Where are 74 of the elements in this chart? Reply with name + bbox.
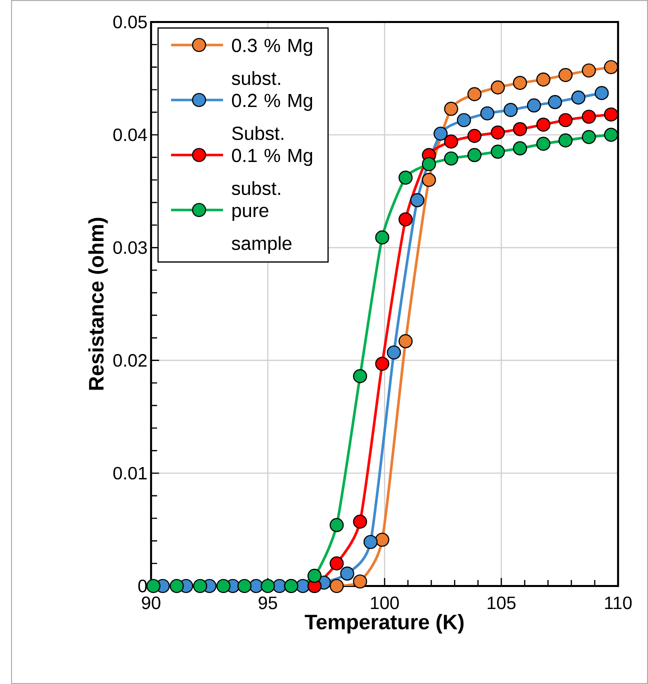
point bbox=[352, 574, 368, 589]
point bbox=[480, 106, 494, 120]
point bbox=[237, 578, 252, 594]
point bbox=[363, 534, 378, 550]
point bbox=[170, 578, 184, 594]
x-tick-label: 90 bbox=[142, 596, 160, 610]
point bbox=[398, 170, 413, 185]
point bbox=[490, 80, 505, 94]
legend-label: 0.2 % Mg Subst. bbox=[232, 94, 312, 140]
point bbox=[548, 95, 562, 110]
point bbox=[536, 118, 550, 132]
point bbox=[512, 141, 528, 156]
point bbox=[307, 568, 322, 583]
point bbox=[422, 157, 436, 172]
point bbox=[490, 125, 505, 140]
x-tick-label: 110 bbox=[605, 596, 632, 610]
point bbox=[352, 514, 368, 529]
legend-label: 0.3 % Mg subst. bbox=[232, 38, 312, 86]
point bbox=[594, 86, 609, 100]
point bbox=[260, 578, 275, 594]
point bbox=[526, 98, 542, 113]
point bbox=[330, 578, 344, 594]
y-tick-label: 0.01 bbox=[113, 466, 147, 480]
point bbox=[582, 110, 596, 124]
x-axis-title: Temperature (K) bbox=[304, 614, 464, 634]
point bbox=[146, 578, 160, 594]
point bbox=[216, 578, 230, 594]
point bbox=[604, 107, 618, 122]
point bbox=[375, 532, 390, 547]
legend-label: pure sample bbox=[232, 206, 292, 254]
y-tick-label: 0.03 bbox=[113, 241, 147, 254]
legend-label: 0.1 % Mg subst. bbox=[232, 148, 312, 196]
point bbox=[375, 230, 390, 244]
point bbox=[330, 556, 344, 570]
x-tick-label: 105 bbox=[488, 596, 516, 610]
point bbox=[193, 578, 208, 594]
point bbox=[398, 334, 413, 348]
point bbox=[536, 136, 550, 151]
point bbox=[467, 128, 482, 143]
point bbox=[410, 193, 424, 208]
point bbox=[512, 122, 528, 136]
point bbox=[582, 130, 596, 144]
point bbox=[467, 148, 482, 162]
point bbox=[558, 133, 573, 148]
y-tick-label: 0.05 bbox=[113, 16, 147, 28]
point bbox=[490, 144, 505, 159]
point bbox=[434, 126, 448, 141]
point bbox=[558, 113, 573, 128]
point bbox=[352, 369, 368, 384]
y-tick-label: 0 bbox=[138, 580, 147, 592]
point bbox=[604, 60, 618, 74]
point bbox=[558, 68, 573, 82]
point bbox=[386, 345, 401, 360]
x-tick-label: 100 bbox=[370, 596, 399, 610]
point bbox=[536, 72, 550, 87]
point bbox=[504, 102, 518, 118]
point bbox=[456, 113, 471, 128]
x-tick-label: 95 bbox=[258, 596, 278, 610]
point bbox=[467, 87, 482, 102]
point bbox=[398, 212, 413, 226]
point bbox=[375, 356, 390, 371]
point bbox=[444, 134, 458, 149]
point bbox=[604, 128, 618, 142]
y-tick-label: 0.04 bbox=[113, 128, 147, 142]
point bbox=[340, 566, 354, 581]
point bbox=[512, 76, 528, 90]
point bbox=[422, 172, 436, 187]
y-axis-title: Resistance (ohm) bbox=[88, 218, 108, 390]
point bbox=[330, 518, 344, 532]
y-tick-label: 0.02 bbox=[113, 354, 147, 367]
point bbox=[444, 102, 458, 116]
point bbox=[571, 90, 586, 105]
point bbox=[582, 63, 596, 78]
point bbox=[444, 151, 458, 166]
